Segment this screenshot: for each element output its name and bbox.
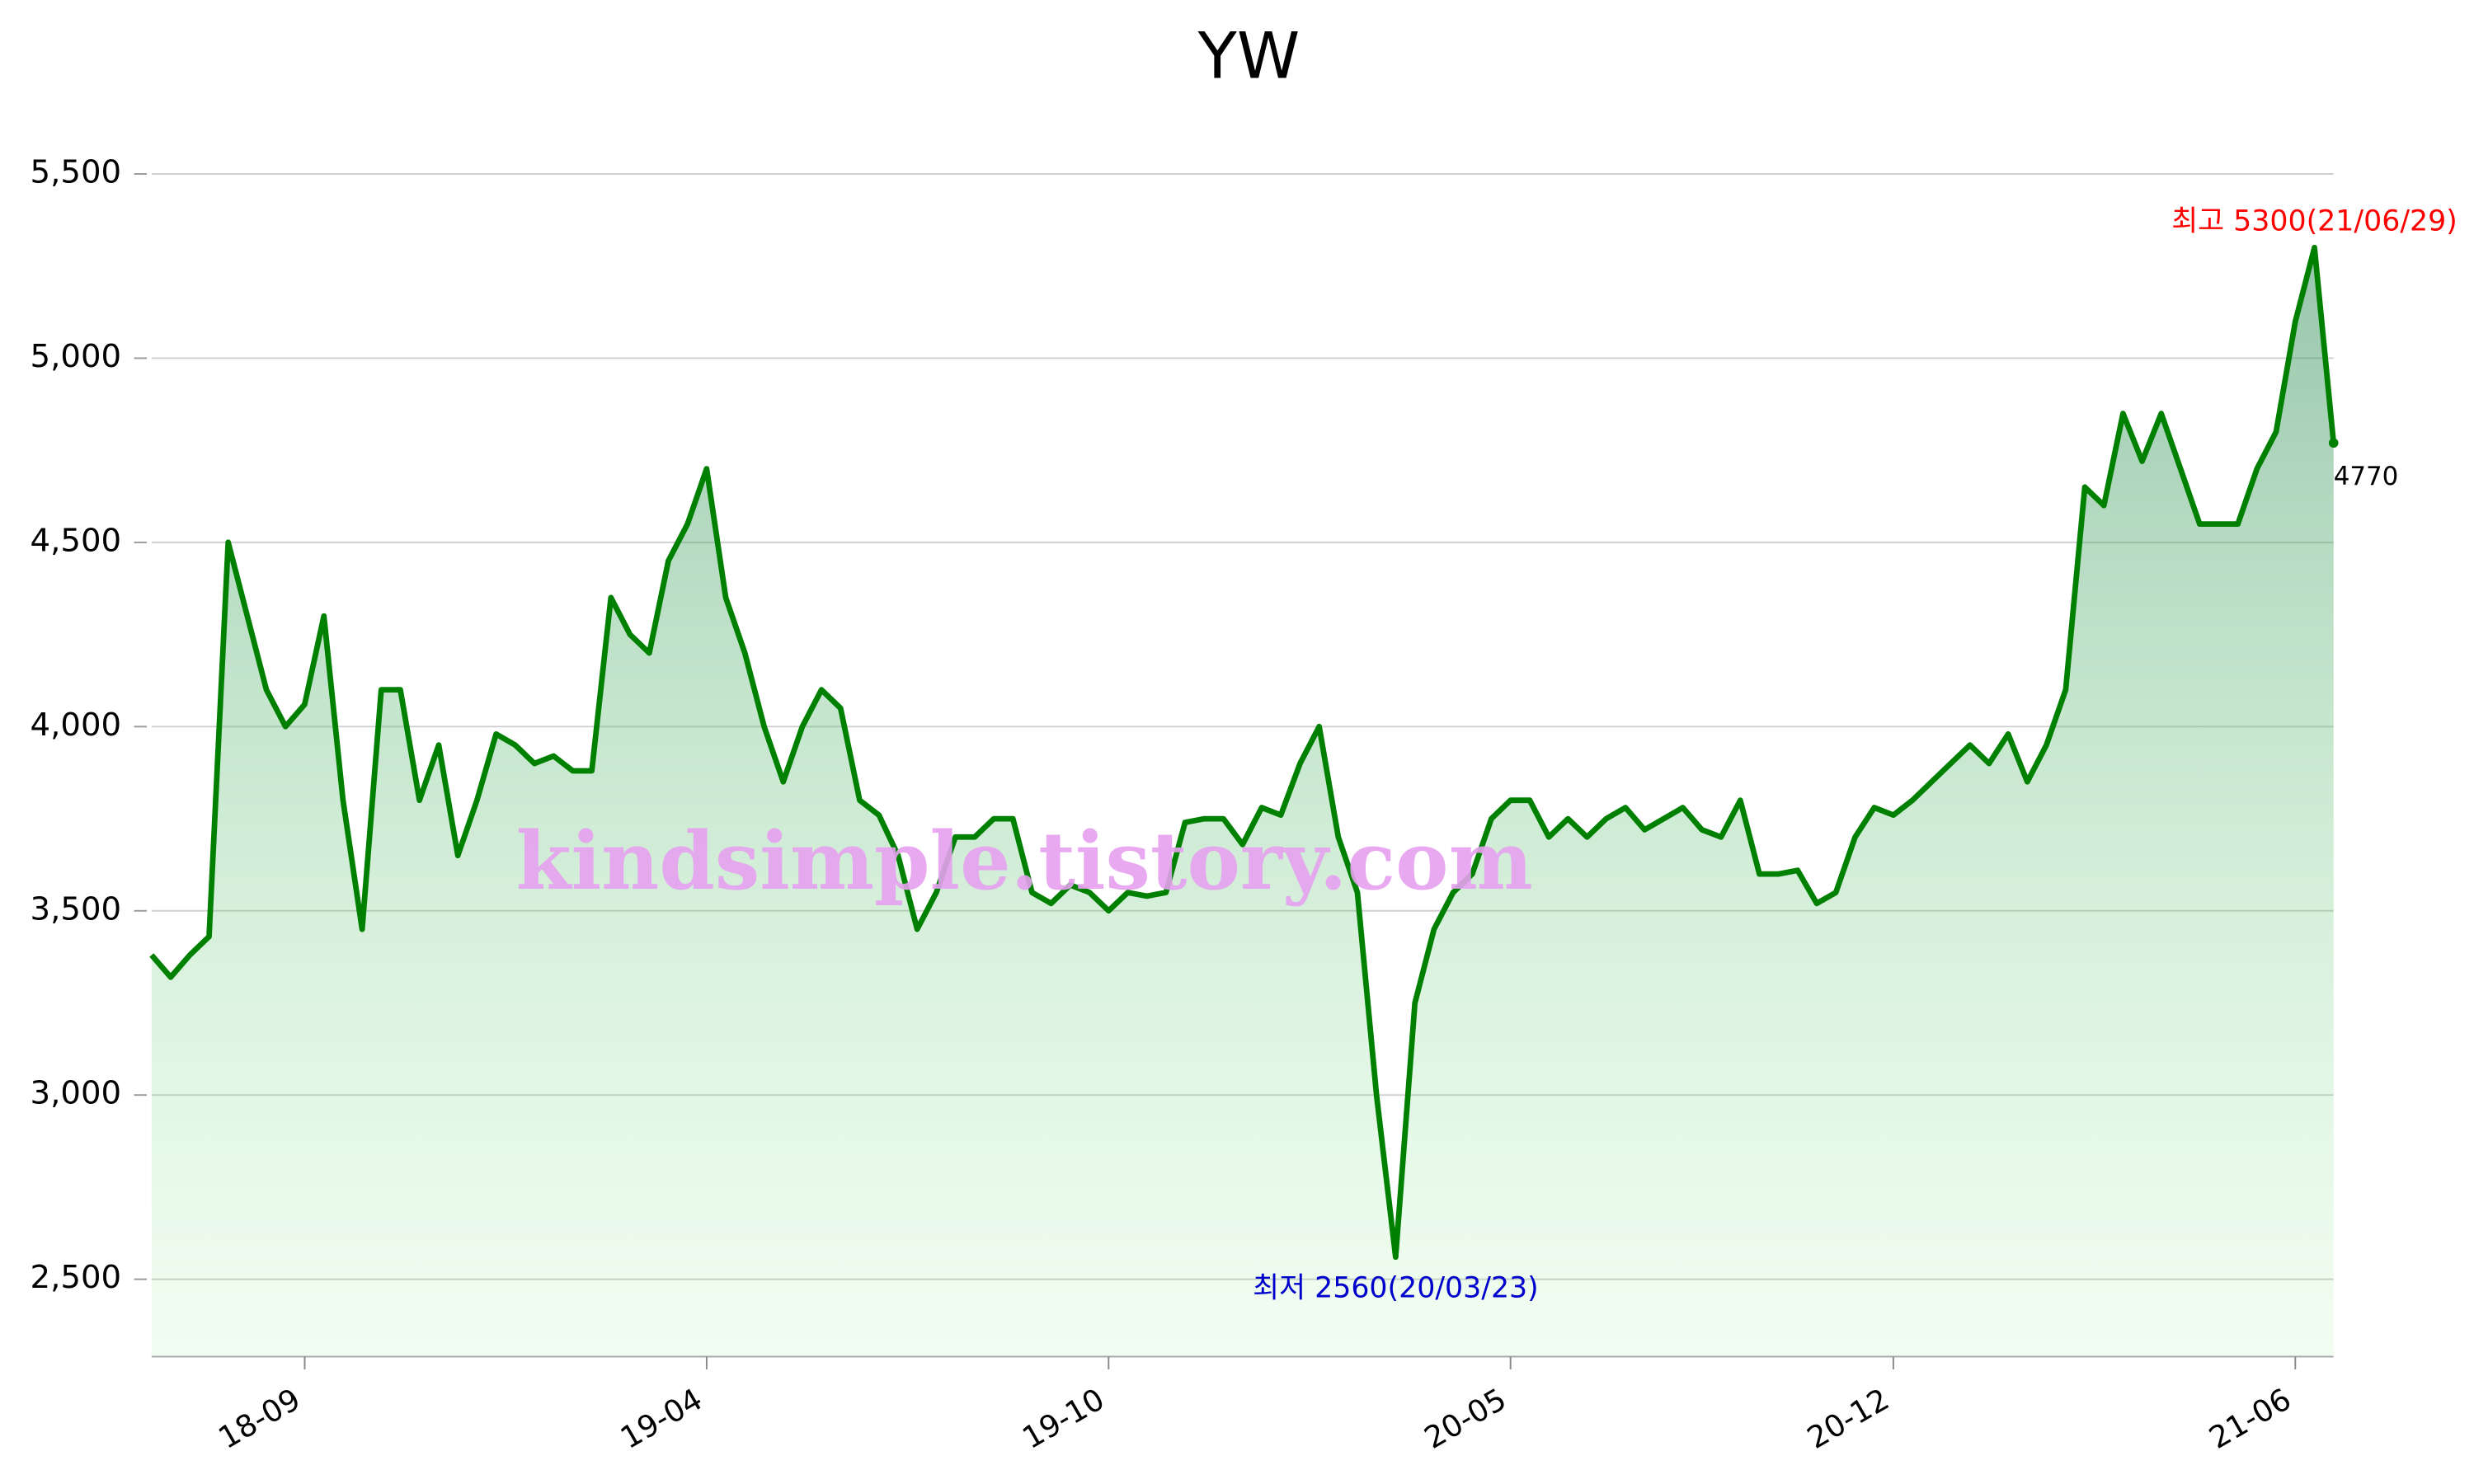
y-tick-label: 5,500 bbox=[31, 154, 122, 191]
x-tick-label: 20-05 bbox=[1418, 1381, 1512, 1456]
high-annotation: 최고 5300(21/06/29) bbox=[2171, 204, 2458, 237]
y-tick-label: 3,000 bbox=[31, 1075, 122, 1112]
x-tick-label: 19-04 bbox=[614, 1381, 708, 1456]
chart-title: YW bbox=[1197, 19, 1300, 93]
last-value-label: 4770 bbox=[2334, 462, 2399, 491]
line bbox=[149, 244, 2337, 1261]
area bbox=[151, 247, 2334, 1357]
y-tick-label: 3,500 bbox=[31, 890, 122, 928]
y-tick-label: 4,500 bbox=[31, 522, 122, 559]
low-annotation: 최저 2560(20/03/23) bbox=[1253, 1271, 1539, 1304]
y-tick-label: 2,500 bbox=[31, 1259, 122, 1296]
x-tick-label: 20-12 bbox=[1801, 1381, 1895, 1456]
x-tick-label: 19-10 bbox=[1016, 1381, 1110, 1456]
x-tick-label: 18-09 bbox=[213, 1381, 307, 1456]
x-tick-label: 21-06 bbox=[2203, 1381, 2297, 1456]
watermark: kindsimple.tistory.com bbox=[516, 814, 1533, 908]
y-tick-label: 5,000 bbox=[31, 338, 122, 375]
y-tick-label: 4,000 bbox=[31, 707, 122, 744]
last-point bbox=[2328, 438, 2339, 448]
